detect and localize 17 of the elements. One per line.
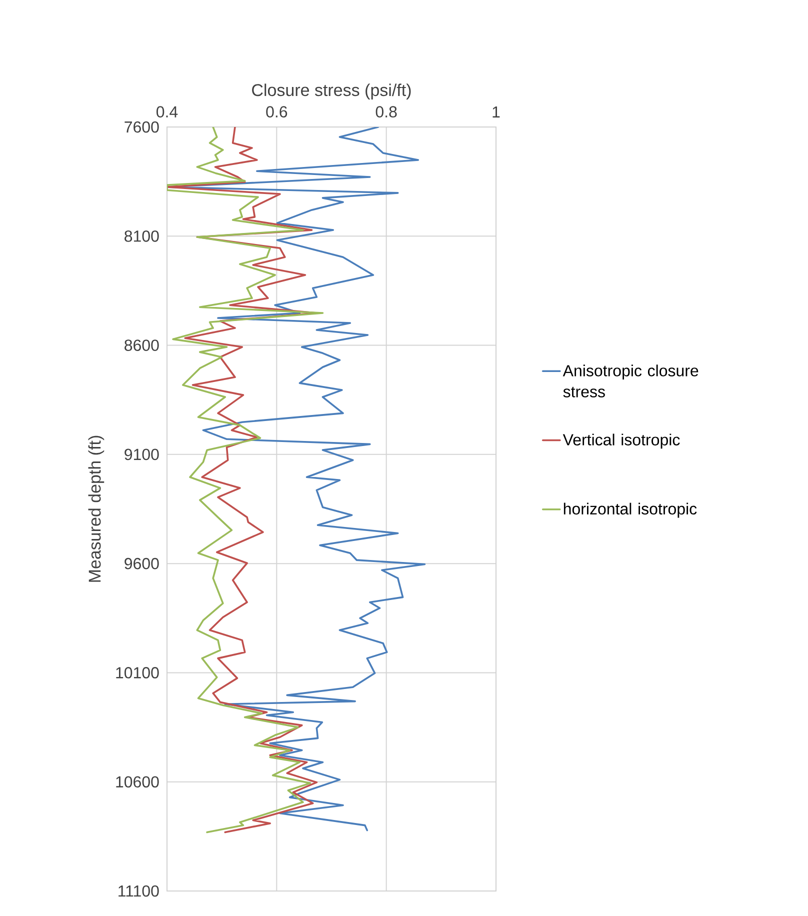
y-tick-label: 7600: [124, 121, 159, 133]
y-axis-title: Measured depth (ft): [88, 436, 104, 582]
x-tick-label: 1: [492, 106, 500, 118]
x-tick-label: 0.4: [156, 106, 178, 118]
y-tick-label: 10600: [116, 776, 159, 788]
x-axis-title: Closure stress (psi/ft): [252, 84, 411, 100]
legend-label: horizontal isotropic: [564, 502, 697, 518]
y-tick-label: 9100: [124, 448, 159, 460]
y-tick-label: 11100: [118, 885, 159, 897]
y-tick-label: 10100: [116, 667, 159, 678]
legend-label: Vertical isotropic: [562, 434, 680, 449]
y-tick-label: 9600: [124, 558, 159, 570]
x-tick-label: 0.8: [376, 106, 397, 118]
y-tick-label: 8600: [124, 340, 159, 351]
y-tick-label: 8100: [124, 230, 159, 242]
legend-label: Anisotropic closure stress: [562, 364, 698, 398]
x-tick-label: 0.6: [266, 106, 288, 118]
